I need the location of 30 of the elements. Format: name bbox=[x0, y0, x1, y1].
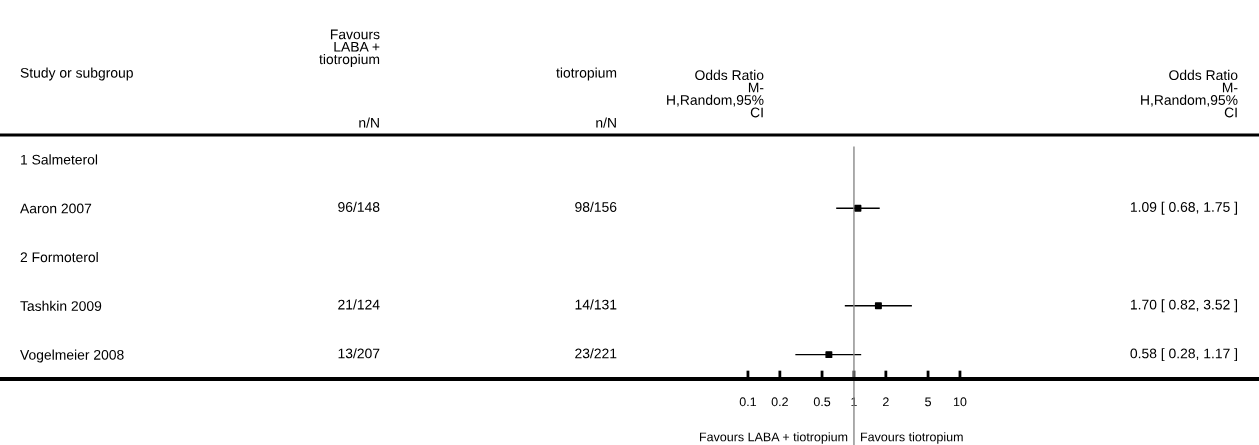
text: Odds Ratio M- H,Random,95% CI bbox=[1141, 69, 1238, 118]
text: Odds Ratio M- H,Random,95% CI bbox=[667, 69, 764, 118]
annotation: 0.58 [ 0.28, 1.17 ] bbox=[1130, 348, 1238, 362]
text: Study or subgroup bbox=[20, 67, 133, 81]
y-tick-label: 1 Salmeterol bbox=[21, 154, 98, 165]
y-tick-label: Aaron 2007 bbox=[20, 203, 92, 214]
annotation: 96/148 bbox=[338, 201, 380, 212]
text: Favours tiotropium bbox=[861, 432, 963, 444]
x-tick-label: 1 bbox=[851, 397, 857, 407]
text: tiotropium bbox=[556, 67, 617, 81]
annotation: 1.09 [ 0.68, 1.75 ] bbox=[1130, 201, 1238, 215]
text: Favours LABA + tiotropium bbox=[700, 432, 848, 444]
x-tick-label: 0.1 bbox=[739, 397, 757, 407]
annotation: 13/207 bbox=[338, 348, 380, 359]
text: n/N bbox=[359, 117, 379, 128]
x-tick-label: 10 bbox=[953, 397, 967, 407]
annotation: 23/221 bbox=[575, 348, 617, 359]
text: n/N bbox=[596, 117, 616, 128]
x-tick-label: 0.2 bbox=[771, 397, 788, 407]
annotation: 98/156 bbox=[575, 201, 617, 212]
annotation: 21/124 bbox=[338, 299, 380, 310]
annotation: 14/131 bbox=[575, 299, 617, 310]
y-tick-label: Vogelmeier 2008 bbox=[20, 349, 124, 363]
x-tick-label: 0.5 bbox=[813, 397, 831, 407]
x-tick-label: 5 bbox=[925, 397, 931, 407]
annotation: 1.70 [ 0.82, 3.52 ] bbox=[1130, 299, 1238, 313]
x-tick-label: 2 bbox=[883, 397, 889, 407]
text: Favours LABA + tiotropium bbox=[319, 29, 380, 67]
y-tick-label: Tashkin 2009 bbox=[20, 300, 102, 311]
y-tick-label: 2 Formoterol bbox=[20, 251, 98, 263]
